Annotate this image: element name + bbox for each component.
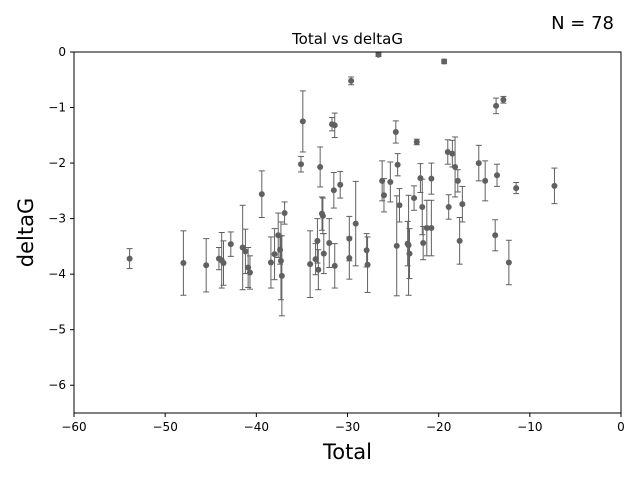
data-point [278,272,285,279]
data-point [307,261,314,268]
x-tick-label: −50 [153,420,178,434]
data-point [393,242,400,249]
data-point [348,77,355,84]
plot-background [74,52,621,413]
data-point [245,264,252,271]
data-point [317,163,324,170]
data-point [326,240,333,247]
data-point [500,96,507,103]
data-point [454,177,461,184]
data-point [203,262,210,269]
data-point [315,266,322,273]
x-tick-label: −10 [517,420,542,434]
data-point [258,191,265,198]
y-tick-label: −3 [48,212,66,226]
data-point [364,261,371,268]
data-point [441,58,448,65]
x-axis-label: Total [322,440,372,464]
y-axis: −6 −5 −4 −3 −2 −1 0 [48,45,74,392]
point-layer [126,51,558,279]
data-point [314,237,321,244]
data-point [331,262,338,269]
x-tick-label: −60 [61,420,86,434]
data-point [330,187,337,194]
data-point [475,160,482,167]
x-axis: −60 −50 −40 −30 −20 −10 0 [61,413,625,434]
data-point [277,257,284,264]
data-point [227,241,234,248]
y-tick-label: 0 [58,45,66,59]
data-point [419,203,426,210]
data-point [331,122,338,129]
data-point [493,102,500,109]
data-point [551,182,558,189]
sample-count-label: N = 78 [551,13,614,34]
data-point [277,246,284,253]
x-tick-label: −40 [244,420,269,434]
data-point [394,161,401,168]
data-point [271,251,278,258]
data-point [405,242,412,249]
data-point [413,138,420,145]
data-point [505,259,512,266]
data-point [320,250,327,257]
data-point [406,250,413,257]
data-point [242,248,249,255]
data-point [513,185,520,192]
data-point [387,178,394,185]
data-point [299,118,306,125]
data-point [482,177,489,184]
data-point [319,212,326,219]
plot-area [73,51,622,414]
data-point [363,247,370,254]
data-point [445,203,452,210]
data-point [428,225,435,232]
data-point [423,225,430,232]
data-point [417,175,424,182]
data-point [126,255,133,262]
x-tick-label: −20 [426,420,451,434]
data-point [459,201,466,208]
data-point [452,163,459,170]
data-point [428,175,435,182]
data-point [220,260,227,267]
y-tick-label: −2 [48,156,66,170]
data-point [312,256,319,263]
data-point [380,192,387,199]
data-point [267,259,274,266]
y-axis-label: deltaG [14,198,38,267]
data-point [352,220,359,227]
data-point [449,150,456,157]
x-tick-label: 0 [617,420,625,434]
chart-title: Total vs deltaG [291,30,403,48]
data-point [444,148,451,155]
data-point [298,161,305,168]
data-point [346,255,353,262]
y-tick-label: −4 [48,267,66,281]
data-point [411,195,418,202]
data-point [180,260,187,267]
data-point [346,235,353,242]
y-tick-label: −1 [48,101,66,115]
x-tick-label: −30 [335,420,360,434]
data-point [337,181,344,188]
data-point [375,51,382,58]
data-point [420,240,427,247]
data-point [392,128,399,135]
data-point [396,202,403,209]
data-point [492,232,499,239]
data-point [494,172,501,179]
data-point [246,269,253,276]
data-point [456,237,463,244]
data-point [281,210,288,217]
data-point [379,177,386,184]
y-tick-label: −6 [48,378,66,392]
y-tick-label: −5 [48,323,66,337]
data-point [275,232,282,239]
